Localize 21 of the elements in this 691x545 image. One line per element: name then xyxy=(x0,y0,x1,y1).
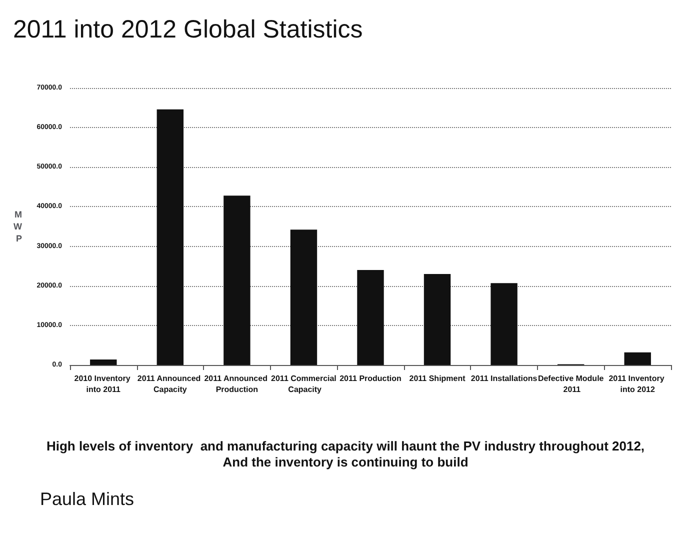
bar xyxy=(624,352,651,365)
bar xyxy=(424,274,451,365)
y-axis-title: MWP xyxy=(14,210,22,244)
bar xyxy=(156,109,184,365)
x-tick-label: 2011 Production xyxy=(340,374,402,383)
x-tick-label: 2011 Commercial Capacity xyxy=(271,374,336,394)
bar xyxy=(290,230,318,365)
x-tick-label: 2011 Inventory into 2012 xyxy=(608,374,667,394)
text: High levels of inventory and manufacturing capacity will haunt the PV industry throughout 2012, And the inventory is continuing to build xyxy=(46,438,645,470)
x-tick-label: Defective Module 2011 xyxy=(538,374,604,394)
chart-title: 2011 into 2012 Global Statistics xyxy=(13,16,363,44)
x-tick-label: 2011 Installations xyxy=(470,374,538,383)
x-tick-label: 2010 Inventory into 2011 xyxy=(74,374,133,394)
x-tick-label: 2011 Shipment xyxy=(409,374,466,383)
bar xyxy=(490,283,518,365)
bar xyxy=(224,196,250,365)
bar xyxy=(90,359,117,365)
x-tick-label: 2011 Announced Production xyxy=(204,374,270,394)
x-tick-label: 2011 Announced Capacity xyxy=(137,374,203,394)
bar xyxy=(357,270,384,365)
text: Paula Mints xyxy=(40,489,134,509)
